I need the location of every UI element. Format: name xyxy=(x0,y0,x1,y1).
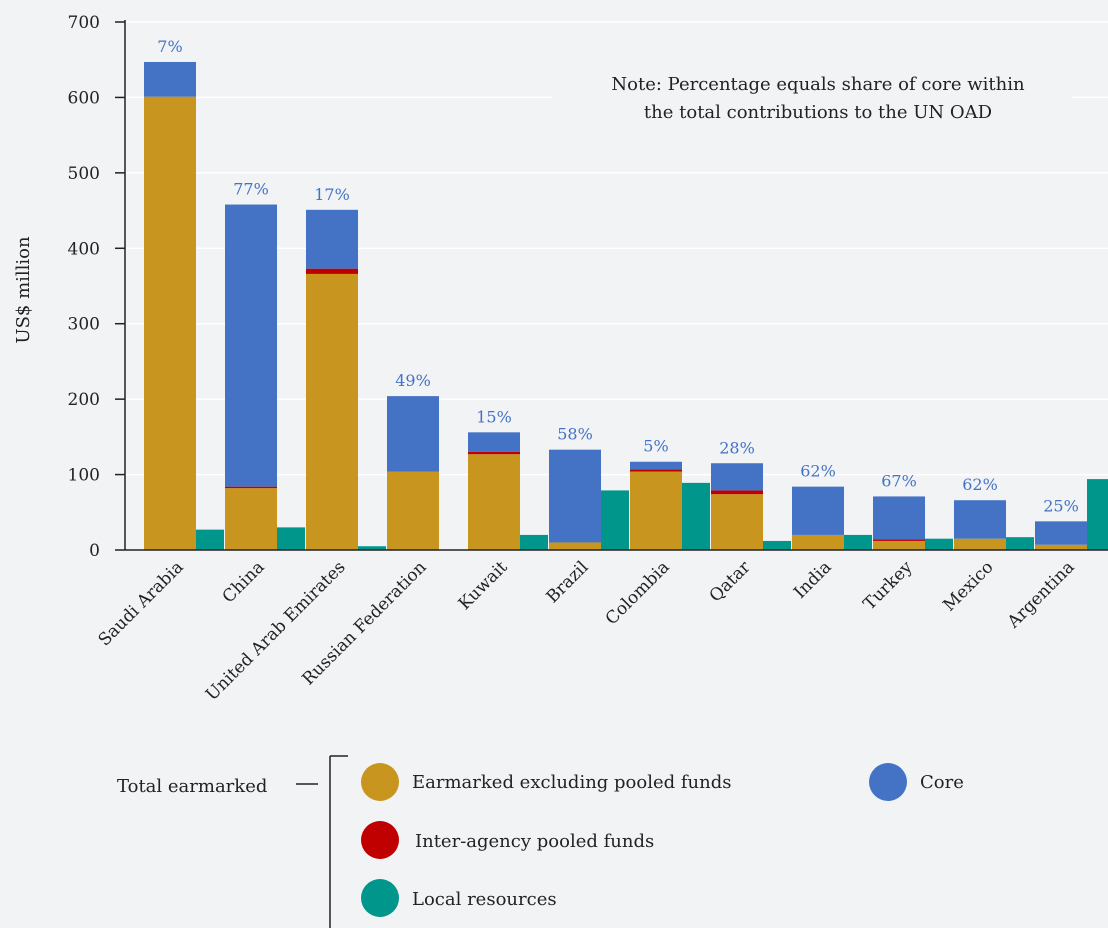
bar-segment-inter-agency-pooled-funds xyxy=(468,451,520,455)
note-background xyxy=(552,62,1072,132)
core-share-label: 7% xyxy=(157,37,182,56)
bar-segment-core xyxy=(792,486,844,535)
bar-segment-core xyxy=(711,463,763,491)
x-tick-label: Argentina xyxy=(1003,557,1078,632)
core-share-label: 5% xyxy=(643,437,668,456)
bar-local-resources xyxy=(601,490,629,550)
bar-local-resources xyxy=(1006,537,1034,550)
bar-segment-earmarked-excluding-pooled-funds xyxy=(630,471,682,550)
y-tick-label: 600 xyxy=(68,88,100,108)
x-tick-label: Mexico xyxy=(939,557,997,615)
bar-segment-inter-agency-pooled-funds xyxy=(225,486,277,489)
core-share-label: 62% xyxy=(962,475,998,494)
y-tick-label: 0 xyxy=(89,541,100,561)
y-axis-title: US$ million xyxy=(13,236,34,344)
legend-swatch-local xyxy=(361,879,399,917)
bar-segment-earmarked-excluding-pooled-funds xyxy=(225,488,277,550)
bar-segment-core xyxy=(873,496,925,540)
bar-local-resources xyxy=(277,527,305,550)
bar-segment-earmarked-excluding-pooled-funds xyxy=(144,96,196,550)
x-tick-label: Turkey xyxy=(860,557,917,614)
bar-segment-core xyxy=(630,461,682,470)
bar-segment-core xyxy=(468,432,520,452)
bar-local-resources xyxy=(358,546,386,550)
bar-local-resources xyxy=(520,534,548,550)
bar-local-resources xyxy=(844,534,872,550)
bar-segment-core xyxy=(387,396,439,472)
y-tick-label: 100 xyxy=(68,466,100,486)
core-share-label: 25% xyxy=(1043,496,1079,515)
core-share-label: 15% xyxy=(476,407,512,426)
core-share-label: 62% xyxy=(800,462,836,481)
bar-segment-core xyxy=(954,500,1006,539)
legend-group-label: Total earmarked xyxy=(117,776,267,797)
bar-segment-core xyxy=(144,61,196,97)
core-share-label: 58% xyxy=(557,425,593,444)
y-tick-label: 200 xyxy=(68,390,100,410)
bar-segment-earmarked-excluding-pooled-funds xyxy=(711,494,763,550)
bar-segment-earmarked-excluding-pooled-funds xyxy=(387,471,439,550)
core-share-label: 49% xyxy=(395,371,431,390)
bar-segment-inter-agency-pooled-funds xyxy=(873,539,925,541)
legend: Total earmarked Earmarked excluding pool… xyxy=(117,755,964,928)
bar-local-resources xyxy=(682,482,710,550)
core-share-label: 28% xyxy=(719,438,755,457)
note-line-2: the total contributions to the UN OAD xyxy=(644,102,992,123)
bar-local-resources xyxy=(763,540,791,550)
axes xyxy=(115,20,1108,551)
bar-segment-core xyxy=(225,204,277,487)
note: Note: Percentage equals share of core wi… xyxy=(552,62,1072,132)
core-share-label: 67% xyxy=(881,471,917,490)
y-tick-label: 400 xyxy=(68,239,100,259)
bar-segment-core xyxy=(306,209,358,269)
core-share-label: 17% xyxy=(314,185,350,204)
y-tick-label: 500 xyxy=(68,164,100,184)
x-tick-label: Brazil xyxy=(543,557,593,607)
bar-local-resources xyxy=(1087,479,1108,550)
legend-label-earmarked: Earmarked excluding pooled funds xyxy=(412,772,732,793)
bar-segment-earmarked-excluding-pooled-funds xyxy=(954,538,1006,550)
legend-swatch-pooled xyxy=(361,821,399,859)
x-tick-label: India xyxy=(790,557,835,602)
bar-segment-inter-agency-pooled-funds xyxy=(711,490,763,495)
bar-local-resources xyxy=(925,538,953,550)
x-tick-label: Qatar xyxy=(706,557,756,607)
legend-swatch-earmarked xyxy=(361,763,399,801)
bar-segment-earmarked-excluding-pooled-funds xyxy=(873,540,925,550)
legend-label-core: Core xyxy=(920,772,964,793)
bar-segment-core xyxy=(1035,521,1087,545)
x-tick-label: Colombia xyxy=(602,557,674,629)
bar-segment-earmarked-excluding-pooled-funds xyxy=(306,273,358,550)
bar-local-resources xyxy=(196,529,224,550)
bar-segment-inter-agency-pooled-funds xyxy=(306,268,358,274)
bar-segment-earmarked-excluding-pooled-funds xyxy=(468,454,520,550)
x-tick-label: China xyxy=(219,557,269,607)
core-share-label: 77% xyxy=(233,180,269,199)
bar-segment-inter-agency-pooled-funds xyxy=(630,469,682,472)
bar-segment-earmarked-excluding-pooled-funds xyxy=(1035,544,1087,550)
bar-segment-earmarked-excluding-pooled-funds xyxy=(549,542,601,550)
legend-swatch-core xyxy=(869,763,907,801)
x-tick-label: Kuwait xyxy=(455,557,512,614)
bars xyxy=(144,61,1108,550)
x-tick-label: United Arab Emirates xyxy=(202,557,349,704)
y-tick-label: 300 xyxy=(68,315,100,335)
legend-label-local: Local resources xyxy=(412,889,557,910)
x-tick-label: Saudi Arabia xyxy=(95,557,188,650)
note-line-1: Note: Percentage equals share of core wi… xyxy=(611,74,1025,95)
bar-segment-core xyxy=(549,449,601,543)
y-tick-label: 700 xyxy=(68,13,100,33)
bar-segment-earmarked-excluding-pooled-funds xyxy=(792,534,844,550)
legend-label-pooled: Inter-agency pooled funds xyxy=(415,831,654,852)
